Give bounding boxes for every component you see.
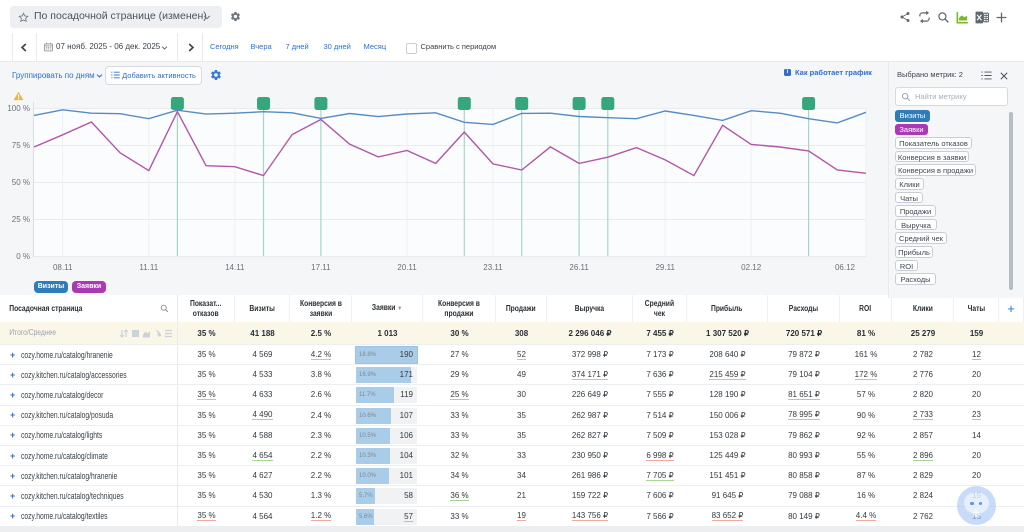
svg-text:0 %: 0 % (16, 252, 30, 261)
svg-text:20.11: 20.11 (397, 263, 417, 272)
svg-text:100 %: 100 % (7, 104, 30, 113)
svg-text:26.11: 26.11 (569, 263, 589, 272)
svg-text:08.11: 08.11 (53, 263, 73, 272)
svg-text:29.11: 29.11 (655, 263, 675, 272)
svg-text:50 %: 50 % (12, 178, 30, 187)
svg-text:25 %: 25 % (12, 215, 30, 224)
svg-text:02.12: 02.12 (741, 263, 762, 272)
svg-text:23.11: 23.11 (483, 263, 503, 272)
svg-text:75 %: 75 % (12, 141, 30, 150)
svg-text:17.11: 17.11 (311, 263, 331, 272)
svg-text:14.11: 14.11 (225, 263, 245, 272)
svg-text:06.12: 06.12 (835, 263, 856, 272)
svg-text:11.11: 11.11 (139, 263, 158, 272)
